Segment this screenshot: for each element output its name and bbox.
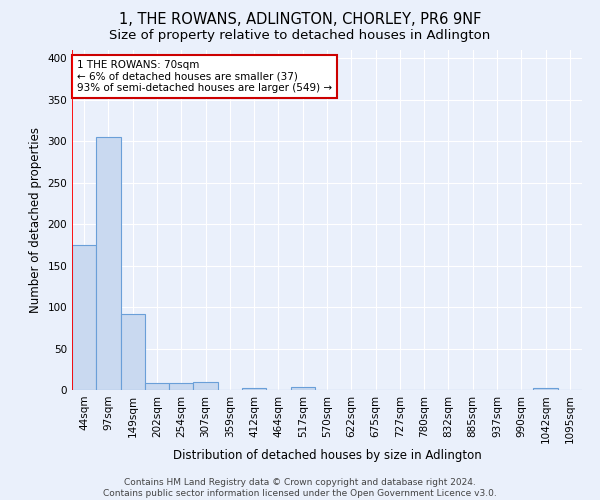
Bar	[145, 384, 169, 390]
Bar	[96, 137, 121, 390]
Text: 1, THE ROWANS, ADLINGTON, CHORLEY, PR6 9NF: 1, THE ROWANS, ADLINGTON, CHORLEY, PR6 9…	[119, 12, 481, 28]
Bar	[169, 382, 193, 390]
Bar	[242, 388, 266, 390]
Bar	[533, 388, 558, 390]
Text: 1 THE ROWANS: 70sqm
← 6% of detached houses are smaller (37)
93% of semi-detache: 1 THE ROWANS: 70sqm ← 6% of detached hou…	[77, 60, 332, 93]
Bar	[193, 382, 218, 390]
Text: Size of property relative to detached houses in Adlington: Size of property relative to detached ho…	[109, 29, 491, 42]
Text: Contains HM Land Registry data © Crown copyright and database right 2024.
Contai: Contains HM Land Registry data © Crown c…	[103, 478, 497, 498]
Bar	[290, 386, 315, 390]
Bar	[72, 245, 96, 390]
X-axis label: Distribution of detached houses by size in Adlington: Distribution of detached houses by size …	[173, 449, 481, 462]
Y-axis label: Number of detached properties: Number of detached properties	[29, 127, 42, 313]
Bar	[121, 314, 145, 390]
